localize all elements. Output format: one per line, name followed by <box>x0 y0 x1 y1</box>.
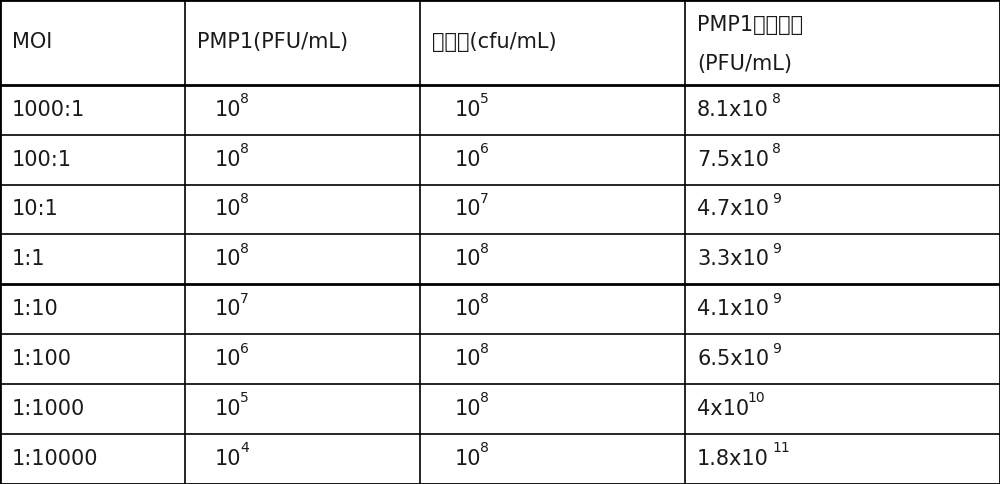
Text: 4: 4 <box>240 441 249 455</box>
Text: 8: 8 <box>772 92 781 106</box>
Text: 7: 7 <box>480 192 489 206</box>
Text: 8: 8 <box>240 142 249 156</box>
Text: 10: 10 <box>215 449 242 469</box>
Text: 3.3x10: 3.3x10 <box>697 249 769 270</box>
Text: 8: 8 <box>240 92 249 106</box>
Text: 1:1000: 1:1000 <box>12 399 85 419</box>
Text: 7: 7 <box>240 292 249 306</box>
Text: 10: 10 <box>215 150 242 169</box>
Text: 8: 8 <box>480 441 489 455</box>
Text: 10: 10 <box>215 199 242 219</box>
Text: 8: 8 <box>480 342 489 356</box>
Text: 8: 8 <box>772 142 781 156</box>
Text: 5: 5 <box>240 392 249 406</box>
Text: 10: 10 <box>455 249 481 270</box>
Text: 1:1: 1:1 <box>12 249 46 270</box>
Text: 8: 8 <box>480 292 489 306</box>
Text: MOI: MOI <box>12 32 52 52</box>
Text: 6: 6 <box>240 342 249 356</box>
Text: 100:1: 100:1 <box>12 150 72 169</box>
Text: 1:10000: 1:10000 <box>12 449 98 469</box>
Text: 4.1x10: 4.1x10 <box>697 299 769 319</box>
Text: 10:1: 10:1 <box>12 199 59 219</box>
Text: 11: 11 <box>772 441 790 455</box>
Text: 1000:1: 1000:1 <box>12 100 85 120</box>
Text: 10: 10 <box>455 150 481 169</box>
Text: 1.8x10: 1.8x10 <box>697 449 769 469</box>
Text: 10: 10 <box>455 199 481 219</box>
Text: 8: 8 <box>480 242 489 256</box>
Text: 4.7x10: 4.7x10 <box>697 199 769 219</box>
Text: 10: 10 <box>215 100 242 120</box>
Text: 宿主菌(cfu/mL): 宿主菌(cfu/mL) <box>432 32 557 52</box>
Text: 6: 6 <box>480 142 489 156</box>
Text: (PFU/mL): (PFU/mL) <box>697 54 792 74</box>
Text: 10: 10 <box>747 392 765 406</box>
Text: 10: 10 <box>455 449 481 469</box>
Text: 9: 9 <box>772 292 781 306</box>
Text: 8: 8 <box>480 392 489 406</box>
Text: 1:10: 1:10 <box>12 299 59 319</box>
Text: 8.1x10: 8.1x10 <box>697 100 769 120</box>
Text: 5: 5 <box>480 92 489 106</box>
Text: 10: 10 <box>455 349 481 369</box>
Text: 10: 10 <box>455 299 481 319</box>
Text: 7.5x10: 7.5x10 <box>697 150 769 169</box>
Text: 9: 9 <box>772 342 781 356</box>
Text: PMP1(PFU/mL): PMP1(PFU/mL) <box>197 32 348 52</box>
Text: 4x10: 4x10 <box>697 399 749 419</box>
Text: 10: 10 <box>215 249 242 270</box>
Text: PMP1　效　价: PMP1 效 价 <box>697 15 803 35</box>
Text: 10: 10 <box>215 349 242 369</box>
Text: 8: 8 <box>240 242 249 256</box>
Text: 9: 9 <box>772 242 781 256</box>
Text: 1:100: 1:100 <box>12 349 72 369</box>
Text: 10: 10 <box>215 399 242 419</box>
Text: 10: 10 <box>455 399 481 419</box>
Text: 10: 10 <box>215 299 242 319</box>
Text: 8: 8 <box>240 192 249 206</box>
Text: 10: 10 <box>455 100 481 120</box>
Text: 6.5x10: 6.5x10 <box>697 349 769 369</box>
Text: 9: 9 <box>772 192 781 206</box>
